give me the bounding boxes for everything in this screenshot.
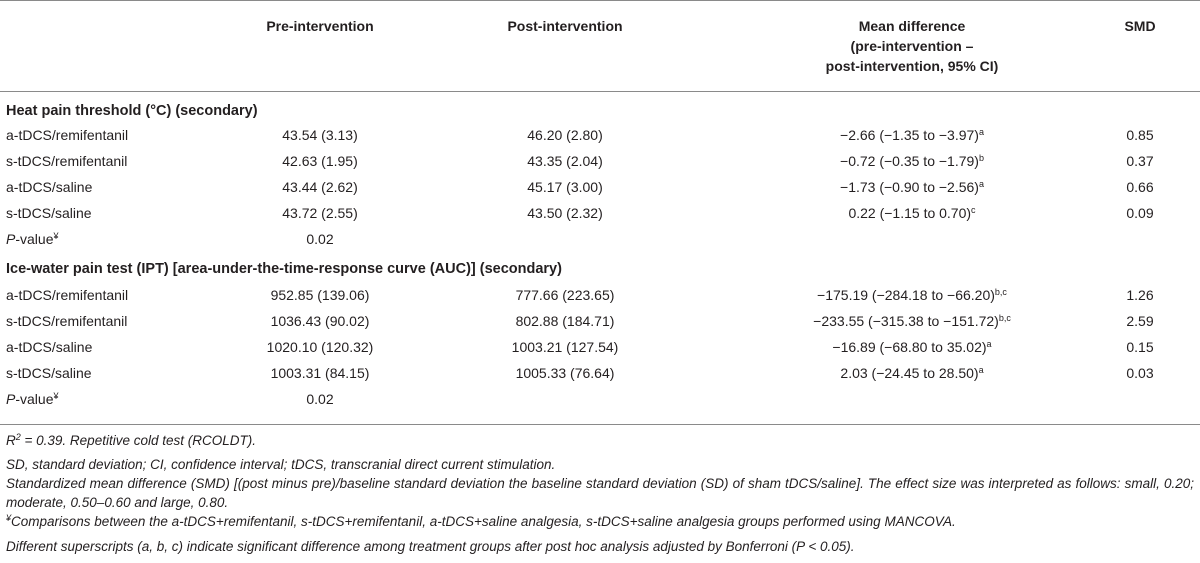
header-md-line1: Mean difference xyxy=(858,18,966,34)
mean-difference-value: −1.73 (−0.90 to −2.56) xyxy=(840,179,979,195)
significance-superscript: c xyxy=(971,205,976,215)
table-row: s-tDCS/remifentanil 1036.43 (90.02) 802.88… xyxy=(0,308,1200,334)
table-row: a-tDCS/remifentanil 952.85 (139.06) 777.66… xyxy=(0,282,1200,308)
significance-superscript: b xyxy=(978,153,984,163)
smd-value: 0.09 xyxy=(1126,205,1154,221)
row-label: a-tDCS/saline xyxy=(6,179,93,195)
mean-difference-value: −175.19 (−284.18 to −66.20) xyxy=(817,287,995,303)
mean-difference-cell: −16.89 (−68.80 to 35.02)a xyxy=(692,334,1132,360)
footnote-superscripts: Different superscripts (a, b, c) indicat… xyxy=(6,539,855,554)
table-row: s-tDCS/remifentanil 42.63 (1.95) 43.35 (2.… xyxy=(0,148,1200,174)
row-label: a-tDCS/remifentanil xyxy=(6,287,129,303)
post-value: 45.17 (3.00) xyxy=(527,179,603,195)
pre-value: 43.54 (3.13) xyxy=(282,127,358,143)
footnote-yen-mark: ¥ xyxy=(6,513,12,523)
smd-value: 0.85 xyxy=(1126,127,1154,143)
post-value: 1003.21 (127.54) xyxy=(511,339,619,355)
row-label: s-tDCS/saline xyxy=(6,205,92,221)
pvalue-yen-mark: ¥ xyxy=(53,231,59,241)
footnote-r2-symbol: R xyxy=(6,433,16,448)
smd-value: 2.59 xyxy=(1126,313,1154,329)
mean-difference-value: −0.72 (−0.35 to −1.79) xyxy=(840,153,979,169)
row-label: s-tDCS/saline xyxy=(6,365,92,381)
mean-difference-cell: 0.22 (−1.15 to 0.70)c xyxy=(692,200,1132,226)
header-md-line3: post-intervention, 95% CI) xyxy=(825,58,999,74)
smd-value: 0.37 xyxy=(1126,153,1154,169)
pre-value: 952.85 (139.06) xyxy=(270,287,370,303)
pvalue-suffix: -value xyxy=(15,231,54,247)
pvalue: 0.02 xyxy=(306,391,334,407)
pvalue-label: P-value¥ xyxy=(6,386,59,412)
mean-difference-cell: 2.03 (−24.45 to 28.50)a xyxy=(692,360,1132,386)
header-rule xyxy=(0,91,1200,92)
row-label: s-tDCS/remifentanil xyxy=(6,153,128,169)
table-row: a-tDCS/saline 1020.10 (120.32) 1003.21 (12… xyxy=(0,334,1200,360)
mean-difference-value: 2.03 (−24.45 to 28.50) xyxy=(840,365,979,381)
top-rule xyxy=(0,0,1200,1)
header-post-intervention: Post-intervention xyxy=(507,18,623,34)
significance-superscript: a xyxy=(986,339,992,349)
pvalue: 0.02 xyxy=(306,231,334,247)
pre-value: 1020.10 (120.32) xyxy=(266,339,374,355)
post-value: 46.20 (2.80) xyxy=(527,127,603,143)
pvalue-row: P-value¥ 0.02 xyxy=(0,226,1200,252)
significance-superscript: b,c xyxy=(994,287,1007,297)
mean-difference-value: −233.55 (−315.38 to −151.72) xyxy=(813,313,999,329)
footnote-mancova-text: Comparisons between the a-tDCS+remifenta… xyxy=(11,514,956,529)
mean-difference-cell: −1.73 (−0.90 to −2.56)a xyxy=(692,174,1132,200)
significance-superscript: a xyxy=(978,127,984,137)
mean-difference-cell: −233.55 (−315.38 to −151.72)b,c xyxy=(692,308,1132,334)
mean-difference-value: −16.89 (−68.80 to 35.02) xyxy=(832,339,987,355)
header-md-line2: (pre-intervention – xyxy=(850,38,974,54)
significance-superscript: b,c xyxy=(998,313,1011,323)
table-row: s-tDCS/saline 1003.31 (84.15) 1005.33 (76.… xyxy=(0,360,1200,386)
footnote-mancova: ¥Comparisons between the a-tDCS+remifent… xyxy=(6,512,1194,531)
header-smd: SMD xyxy=(1124,18,1156,34)
mean-difference-cell: −0.72 (−0.35 to −1.79)b xyxy=(692,148,1132,174)
row-label: a-tDCS/saline xyxy=(6,339,93,355)
pre-value: 42.63 (1.95) xyxy=(282,153,358,169)
post-value: 1005.33 (76.64) xyxy=(515,365,615,381)
pvalue-p: P xyxy=(6,231,16,247)
mean-difference-cell: −2.66 (−1.35 to −3.97)a xyxy=(692,122,1132,148)
smd-value: 1.26 xyxy=(1126,287,1154,303)
footnote-r2: R2 = 0.39. Repetitive cold test (RCOLDT)… xyxy=(6,431,1194,450)
row-label: s-tDCS/remifentanil xyxy=(6,313,128,329)
post-value: 777.66 (223.65) xyxy=(515,287,615,303)
pvalue-label: P-value¥ xyxy=(6,226,59,252)
header-pre-intervention: Pre-intervention xyxy=(266,18,374,34)
significance-superscript: a xyxy=(978,365,984,375)
smd-value: 0.03 xyxy=(1126,365,1154,381)
table-row: s-tDCS/saline 43.72 (2.55) 43.50 (2.32) 0.2… xyxy=(0,200,1200,226)
post-value: 43.50 (2.32) xyxy=(527,205,603,221)
footnote-r2-text: = 0.39. Repetitive cold test (RCOLDT). xyxy=(20,433,256,448)
header-mean-difference: Mean difference (pre-intervention – post… xyxy=(692,16,1132,76)
pvalue-suffix: -value xyxy=(15,391,54,407)
row-label: a-tDCS/remifentanil xyxy=(6,127,129,143)
footnote-smd: Standardized mean difference (SMD) [(pos… xyxy=(6,476,1194,510)
footnote-abbreviations: SD, standard deviation; CI, confidence i… xyxy=(6,457,556,472)
post-value: 43.35 (2.04) xyxy=(527,153,603,169)
section-title-ice-water: Ice-water pain test (IPT) [area-under-th… xyxy=(6,261,562,277)
pre-value: 43.44 (2.62) xyxy=(282,179,358,195)
table-row: a-tDCS/saline 43.44 (2.62) 45.17 (3.00) −1.… xyxy=(0,174,1200,200)
pre-value: 1036.43 (90.02) xyxy=(270,313,370,329)
bottom-rule xyxy=(0,424,1200,425)
table-row: a-tDCS/remifentanil 43.54 (3.13) 46.20 (2.… xyxy=(0,122,1200,148)
post-value: 802.88 (184.71) xyxy=(515,313,615,329)
pre-value: 1003.31 (84.15) xyxy=(270,365,370,381)
pvalue-row: P-value¥ 0.02 xyxy=(0,386,1200,412)
pvalue-yen-mark: ¥ xyxy=(53,391,59,401)
smd-value: 0.15 xyxy=(1126,339,1154,355)
pvalue-p: P xyxy=(6,391,16,407)
section-title-heat-pain: Heat pain threshold (°C) (secondary) xyxy=(6,103,258,119)
pre-value: 43.72 (2.55) xyxy=(282,205,358,221)
mean-difference-value: 0.22 (−1.15 to 0.70) xyxy=(848,205,972,221)
footnote-r2-exponent: 2 xyxy=(15,432,21,442)
mean-difference-value: −2.66 (−1.35 to −3.97) xyxy=(840,127,979,143)
smd-value: 0.66 xyxy=(1126,179,1154,195)
significance-superscript: a xyxy=(978,179,984,189)
mean-difference-cell: −175.19 (−284.18 to −66.20)b,c xyxy=(692,282,1132,308)
